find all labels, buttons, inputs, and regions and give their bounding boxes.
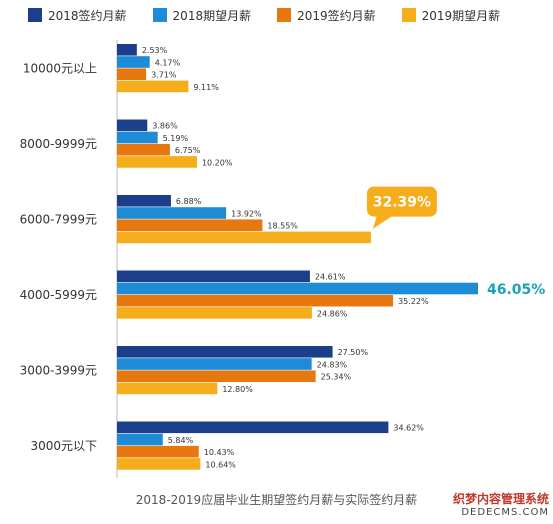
- data-label: 10.64%: [205, 460, 236, 469]
- data-label: 4.17%: [155, 58, 181, 67]
- bar: [117, 131, 158, 144]
- data-label: 34.62%: [393, 424, 424, 433]
- data-label: 5.19%: [163, 134, 189, 143]
- legend-label: 2019期望月薪: [421, 8, 501, 23]
- data-label: 35.22%: [398, 297, 429, 306]
- data-label: 25.34%: [321, 373, 352, 382]
- legend-swatch: [28, 8, 42, 22]
- category-label: 3000-3999元: [20, 363, 97, 377]
- category-label: 8000-9999元: [20, 137, 97, 151]
- data-label: 10.43%: [204, 448, 235, 457]
- data-label: 12.80%: [222, 385, 253, 394]
- data-label: 3.86%: [152, 122, 178, 131]
- legend-swatch: [277, 8, 292, 22]
- legend-item: 2019签约月薪: [277, 7, 376, 24]
- bar: [117, 307, 312, 319]
- data-label: 2.53%: [142, 46, 168, 55]
- bar: [117, 421, 389, 434]
- legend-label: 2019签约月薪: [297, 8, 376, 23]
- bar: [117, 207, 227, 219]
- bar: [117, 80, 189, 93]
- legend-swatch: [401, 8, 416, 22]
- bar: [117, 56, 150, 68]
- watermark: 织梦内容管理系统 DEDECMS.COM: [431, 492, 549, 520]
- legend: 2018签约月薪 2018期望月薪 2019签约月薪 2019期望月薪: [28, 6, 545, 24]
- bar: [117, 44, 137, 56]
- bar: [117, 219, 263, 231]
- data-label: 24.61%: [315, 273, 346, 282]
- category-label: 3000元以下: [30, 439, 97, 453]
- data-label: 24.83%: [317, 360, 348, 369]
- bar: [117, 458, 201, 470]
- bar: [117, 119, 148, 132]
- data-label: 27.50%: [338, 348, 369, 357]
- bar: [117, 156, 197, 168]
- category-label: 6000-7999元: [20, 212, 97, 226]
- bar: [117, 270, 310, 283]
- bar: [117, 68, 147, 80]
- legend-swatch: [152, 8, 167, 22]
- legend-label: 2018期望月薪: [172, 8, 252, 23]
- legend-label: 2018签约月薪: [48, 8, 127, 23]
- data-label: 10.20%: [202, 158, 233, 167]
- bar: [117, 143, 170, 156]
- bar: [117, 346, 333, 358]
- bar: [117, 370, 316, 382]
- bar: [117, 282, 478, 295]
- callout-text: 32.39%: [373, 195, 431, 211]
- data-label: 6.75%: [175, 146, 201, 155]
- bar: [117, 433, 163, 446]
- bar: [117, 358, 312, 370]
- category-label: 4000-5999元: [20, 288, 97, 302]
- data-label: 9.11%: [193, 83, 219, 92]
- data-label: 13.92%: [231, 209, 262, 218]
- callout-text: 46.05%: [487, 282, 545, 298]
- data-label: 3.71%: [151, 71, 177, 80]
- legend-item: 2018期望月薪: [152, 7, 252, 24]
- bar: [117, 445, 199, 458]
- data-label: 6.88%: [176, 197, 202, 206]
- data-label: 5.84%: [168, 436, 194, 445]
- callout-bubble: [366, 186, 437, 217]
- category-label: 10000元以上: [23, 61, 97, 75]
- callout-pointer: [372, 215, 393, 229]
- bar: [117, 294, 394, 307]
- bar: [117, 382, 218, 395]
- watermark-en: DEDECMS.COM: [461, 507, 549, 518]
- watermark-cn: 织梦内容管理系统: [452, 492, 549, 506]
- bar: [117, 195, 171, 207]
- bar: [117, 231, 371, 244]
- chart-caption: 2018-2019应届毕业生期望签约月薪与实际签约月薪: [135, 493, 418, 507]
- data-label: 18.55%: [267, 222, 298, 231]
- legend-item: 2018签约月薪: [28, 7, 127, 24]
- legend-item: 2019期望月薪: [401, 7, 501, 24]
- data-label: 24.86%: [317, 309, 348, 318]
